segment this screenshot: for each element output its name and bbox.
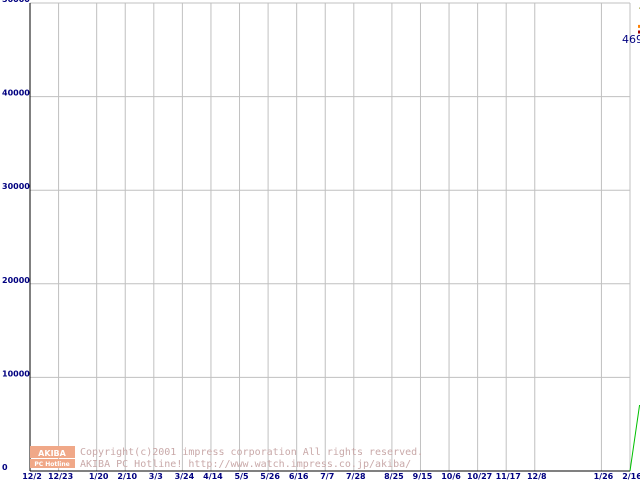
x-tick-label: 3/24 [175,472,195,480]
data-labels: 4690041280337703080033800298002480010916… [622,33,640,46]
akiba-logo: AKIBA PC Hotline [30,446,75,468]
y-tick-label: 40000 [2,89,30,98]
x-tick-label: 10/6 [441,472,461,480]
x-tick-label: 10/27 [467,472,492,480]
copyright-line-1: Copyright(c)2001 impress corporation All… [80,447,423,458]
data-point-avg [638,24,640,28]
logo-bottom-text: PC Hotline [34,461,69,468]
watermark: AKIBA PC Hotline Copyright(c)2001 impres… [30,446,423,470]
x-tick-label: 7/28 [346,472,366,480]
x-tick-label: 1/26 [594,472,614,480]
x-tick-label: 5/26 [260,472,280,480]
x-tick-label: 2/16 [622,472,640,480]
series-line-stores [629,405,640,472]
y-tick-label: 0 [2,463,8,472]
x-tick-label: 2/10 [117,472,137,480]
y-tick-label: 10000 [2,369,30,378]
x-tick-label: 7/7 [320,472,334,480]
x-tick-label: 8/25 [384,472,404,480]
x-tick-label: 12/23 [48,472,73,480]
grid [29,2,631,472]
y-tick-label: 30000 [2,182,30,191]
x-tick-label: 4/14 [203,472,223,480]
series-layer [629,7,640,472]
x-tick-label: 12/2 [22,472,42,480]
x-tick-label: 3/3 [149,472,163,480]
x-tick-label: 1/20 [89,472,109,480]
x-tick-label: 12/8 [527,472,547,480]
y-tick-label: 20000 [2,276,30,285]
logo-top-text: AKIBA [38,449,66,458]
x-tick-label: 11/17 [496,472,521,480]
copyright-line-2: AKIBA PC Hotline! http://www.watch.impre… [80,459,411,470]
price-label: 46900 [622,33,640,46]
x-tick-label: 9/15 [413,472,433,480]
data-point-min [638,30,640,34]
x-tick-label: 6/16 [289,472,309,480]
y-tick-label: 50000 [2,0,30,4]
x-tick-label: 5/5 [234,472,248,480]
